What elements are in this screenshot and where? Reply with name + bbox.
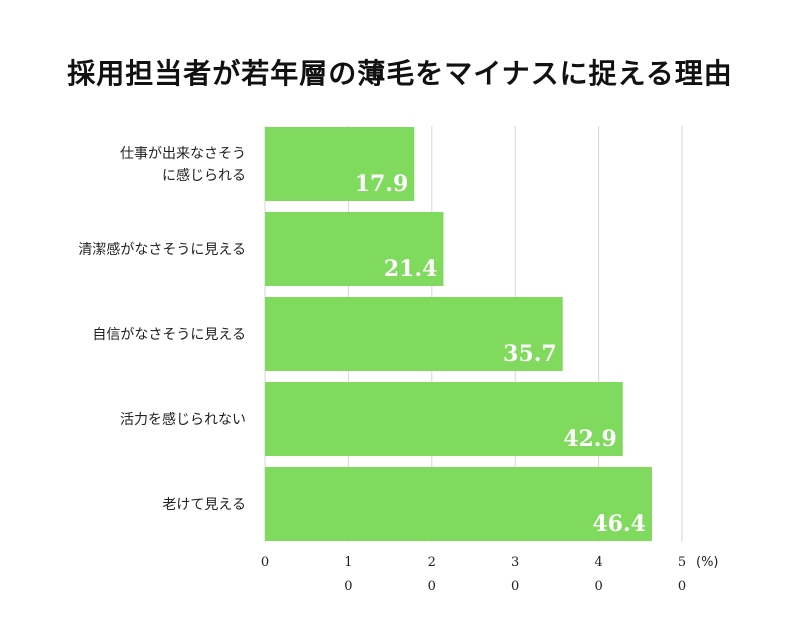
x-tick-label-5-b: 0 bbox=[678, 579, 686, 594]
category-label-4-0: 老けて見える bbox=[162, 497, 246, 513]
value-label-3: 42.9 bbox=[563, 426, 617, 452]
bar-0 bbox=[265, 127, 415, 201]
x-tick-label-0: 0 bbox=[261, 555, 269, 570]
value-label-1: 21.4 bbox=[384, 256, 438, 282]
x-tick-label-4: 4 bbox=[594, 555, 602, 570]
value-label-0: 17.9 bbox=[355, 171, 409, 197]
bar-2 bbox=[265, 297, 563, 371]
x-axis-unit: (%) bbox=[696, 555, 719, 570]
category-label-0-1: に感じられる bbox=[162, 167, 246, 184]
x-tick-label-2-b: 0 bbox=[428, 579, 436, 594]
bar-layer bbox=[265, 127, 652, 541]
bar-4 bbox=[265, 467, 652, 541]
x-tick-label-3-b: 0 bbox=[511, 579, 519, 594]
value-label-4: 46.4 bbox=[592, 511, 646, 537]
bar-3 bbox=[265, 382, 623, 456]
category-label-1-0: 清潔感がなさそうに見える bbox=[78, 241, 246, 258]
x-tick-label-1-b: 0 bbox=[344, 579, 352, 594]
chart-title: 採用担当者が若年層の薄毛をマイナスに捉える理由 bbox=[67, 57, 733, 90]
x-tick-label-5: 5 bbox=[678, 555, 686, 570]
x-tick-label-3: 3 bbox=[511, 555, 519, 570]
x-axis: 0 1 0 2 0 3 0 4 0 5 0 (%) bbox=[261, 555, 719, 594]
bar-1 bbox=[265, 212, 444, 286]
x-tick-label-4-b: 0 bbox=[594, 579, 602, 594]
value-label-2: 35.7 bbox=[503, 341, 557, 367]
category-label-3-0: 活力を感じられない bbox=[120, 411, 246, 428]
x-tick-label-1: 1 bbox=[344, 555, 352, 570]
category-label-0-0: 仕事が出来なさそう bbox=[120, 146, 246, 162]
category-label-2-0: 自信がなさそうに見える bbox=[92, 327, 246, 343]
x-tick-label-2: 2 bbox=[428, 555, 436, 570]
